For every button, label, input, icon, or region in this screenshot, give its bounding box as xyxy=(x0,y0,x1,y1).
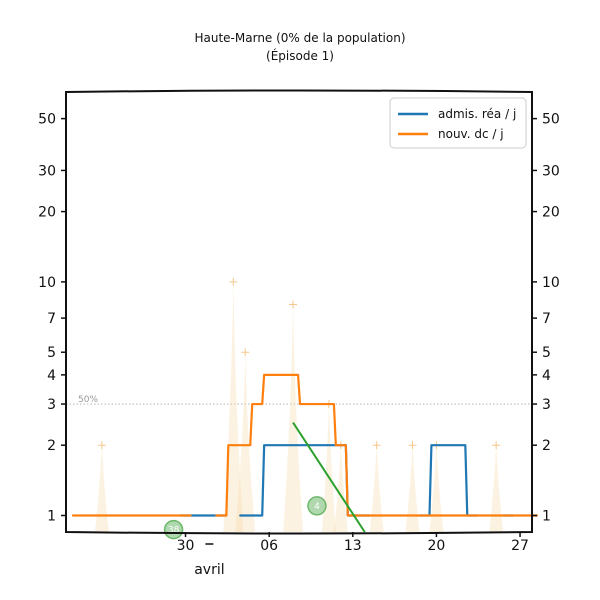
marker-label: 4 xyxy=(314,502,320,512)
y-tick-label-right: 50 xyxy=(542,112,560,128)
marker-circle xyxy=(307,496,327,516)
x-tick-label: 30 xyxy=(177,538,195,554)
raw-spike xyxy=(235,352,256,532)
raw-point xyxy=(229,277,238,286)
raw-spike xyxy=(94,445,109,532)
y-tick-label-left: 4 xyxy=(47,368,56,384)
y-tick-label-left: 10 xyxy=(38,275,56,291)
raw-spike xyxy=(429,445,444,532)
raw-point xyxy=(408,441,417,450)
raw-spike xyxy=(321,404,336,532)
y-tick-label-right: 4 xyxy=(542,368,551,384)
x-tick-label: 13 xyxy=(344,538,362,554)
raw-point xyxy=(492,441,501,450)
y-tick-label-right: 30 xyxy=(542,163,560,179)
raw-point xyxy=(289,300,298,309)
y-tick-label-right: 3 xyxy=(542,397,551,413)
raw-spike xyxy=(283,304,304,532)
raw-point xyxy=(97,441,106,450)
y-tick-label-left: 3 xyxy=(47,397,56,413)
y-tick-label-left: 5 xyxy=(47,345,56,361)
raw-point xyxy=(241,348,250,357)
plot-frame xyxy=(65,89,533,535)
raw-spike xyxy=(369,445,384,532)
chart-subtitle: (Épisode 1) xyxy=(266,48,334,63)
y-tick-label-left: 50 xyxy=(38,112,56,128)
y-tick-label-right: 1 xyxy=(542,509,551,525)
x-axis-ticks: 30 06 13 20 27 avril xyxy=(177,532,529,578)
y-axis-ticks: 1 1 2 2 3 3 4 4 5 5 7 7 10 10 20 20 30 30 50 50 xyxy=(38,112,560,525)
raw-values-layer xyxy=(94,277,504,532)
month-label: avril xyxy=(194,562,224,578)
raw-spike xyxy=(333,445,348,532)
trend-line xyxy=(292,422,366,533)
legend-box xyxy=(389,97,527,149)
reference-line-label: 50% xyxy=(78,395,98,405)
plot-border xyxy=(65,89,533,535)
x-tick-label: 20 xyxy=(428,538,446,554)
y-tick-label-left: 2 xyxy=(47,438,56,454)
series-layer xyxy=(71,373,539,517)
chart-title: Haute-Marne (0% de la population) xyxy=(194,31,405,45)
raw-point xyxy=(372,441,381,450)
y-tick-label-left: 7 xyxy=(47,311,56,327)
raw-spike xyxy=(489,445,504,532)
legend-label: admis. réa / j xyxy=(438,107,516,121)
raw-spike xyxy=(405,445,420,532)
trend-layer xyxy=(292,422,366,533)
y-tick-label-left: 20 xyxy=(38,205,56,221)
series-admis-rea-line xyxy=(418,444,479,517)
y-tick-label-right: 7 xyxy=(542,311,551,327)
y-tick-label-right: 10 xyxy=(542,275,560,291)
series-nouv-dc-line xyxy=(215,373,539,517)
y-tick-label-left: 1 xyxy=(47,509,56,525)
y-tick-label-right: 20 xyxy=(542,205,560,221)
marker-label: 38 xyxy=(168,526,180,536)
marker-circle xyxy=(163,519,184,540)
x-tick-label: 27 xyxy=(511,538,529,554)
series-admis-rea-line xyxy=(239,444,371,517)
legend: admis. réa / j nouv. dc / j xyxy=(389,97,527,149)
y-tick-label-right: 2 xyxy=(542,438,551,454)
reference-line-layer: 50% xyxy=(66,395,532,405)
y-tick-label-left: 30 xyxy=(38,163,56,179)
x-tick-label: 06 xyxy=(260,538,278,554)
y-tick-label-right: 5 xyxy=(542,345,551,361)
legend-label: nouv. dc / j xyxy=(438,127,504,141)
markers-layer: 38 4 xyxy=(163,496,327,540)
